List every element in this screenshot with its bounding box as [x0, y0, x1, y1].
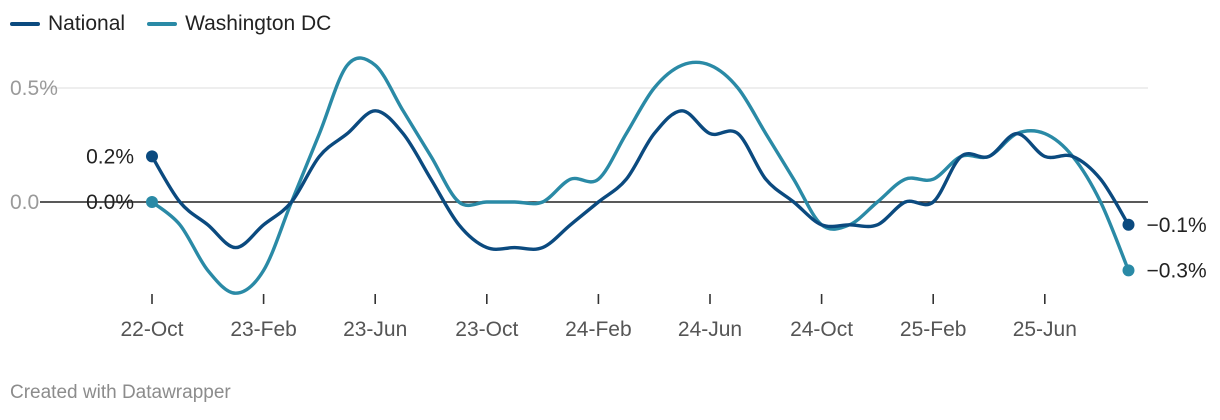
legend-swatch-washington-dc [147, 22, 178, 26]
end-label-washington-dc: −0.3% [1147, 259, 1207, 282]
footer-credit: Created with Datawrapper [10, 382, 231, 403]
start-label-washington-dc: 0.0% [86, 191, 134, 214]
start-label-national: 0.2% [86, 145, 134, 168]
y-tick-label-1: 0.0 [10, 191, 39, 214]
x-tick-label-7: 25-Feb [900, 318, 967, 341]
series-line-national [150, 109, 1131, 251]
legend-item-national[interactable]: National [10, 12, 125, 36]
x-tick-label-4: 24-Feb [565, 318, 632, 341]
legend-label-washington-dc: Washington DC [185, 12, 332, 35]
x-tick-label-1: 23-Feb [230, 318, 297, 341]
start-point-national [146, 150, 158, 163]
y-tick-label-0: 0.5% [10, 77, 58, 100]
x-tick-label-0: 22-Oct [120, 318, 183, 341]
line-chart: 0.5% 0.0 22-Oct 23-Feb 23-Jun 23-Oct 24-Feb 24-… [10, 56, 1207, 341]
series-line-washington-dc [150, 56, 1131, 295]
chart-legend: National Washington DC [10, 12, 353, 36]
legend-item-washington-dc[interactable]: Washington DC [147, 12, 331, 36]
x-tick-label-6: 24-Oct [790, 318, 853, 341]
legend-swatch-national [10, 22, 40, 26]
legend-label-national: National [48, 12, 126, 35]
x-tick-label-2: 23-Jun [343, 318, 407, 341]
end-point-washington-dc [1122, 264, 1135, 277]
x-tick-label-3: 23-Oct [455, 318, 518, 341]
start-point-washington-dc [146, 196, 158, 208]
end-label-national: −0.1% [1147, 214, 1207, 237]
x-tick-label-8: 25-Jun [1013, 318, 1077, 341]
x-tick-label-5: 24-Jun [678, 318, 742, 341]
end-point-national [1122, 218, 1135, 231]
